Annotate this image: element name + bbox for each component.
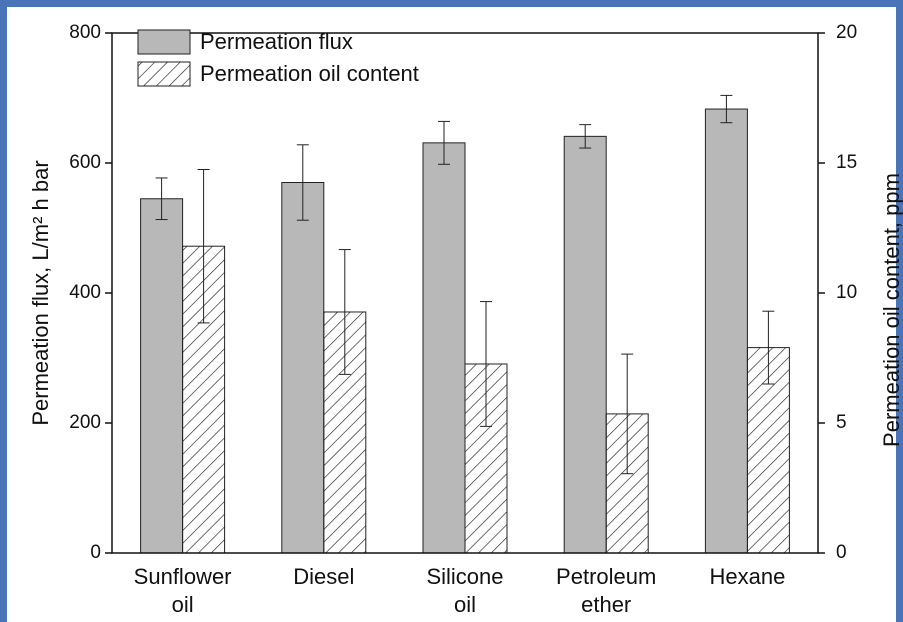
x-tick-label: Sunflower [134, 564, 232, 589]
y2-tick-label: 10 [836, 282, 857, 303]
x-tick-label: oil [454, 592, 476, 617]
legend-swatch [137, 61, 191, 87]
x-tick-label: Hexane [709, 564, 785, 589]
x-tick-label: Silicone [426, 564, 503, 589]
axes-frame [111, 32, 819, 554]
y2-tick-label: 0 [836, 542, 847, 563]
bar [704, 108, 748, 554]
y-axis-label: Permeation flux, L/m² h bar [28, 160, 53, 425]
x-tick-label: Diesel [293, 564, 354, 589]
y-tick-label: 800 [69, 22, 101, 43]
y2-tick-label: 15 [836, 152, 857, 173]
legend-label: Permeation oil content [200, 61, 419, 86]
y-tick-label: 400 [69, 282, 101, 303]
y2-tick-label: 20 [836, 22, 857, 43]
y-tick-label: 0 [90, 542, 101, 563]
bar [281, 182, 325, 554]
bar [422, 142, 466, 554]
y-tick-label: 600 [69, 152, 101, 173]
x-tick-label: Petroleum [556, 564, 656, 589]
legend-swatch [137, 29, 191, 55]
x-tick-label: ether [581, 592, 631, 617]
y-tick-label: 200 [69, 412, 101, 433]
y2-tick-label: 5 [836, 412, 847, 433]
y2-axis-label: Permeation oil content, ppm [879, 173, 903, 447]
bar [140, 198, 184, 554]
bar [563, 135, 607, 554]
legend-label: Permeation flux [200, 29, 353, 54]
plot: 0 200 400 600 800 0 5 10 15 20 Sunflower oil Diesel S… [69, 22, 857, 617]
x-tick-label: oil [172, 592, 194, 617]
